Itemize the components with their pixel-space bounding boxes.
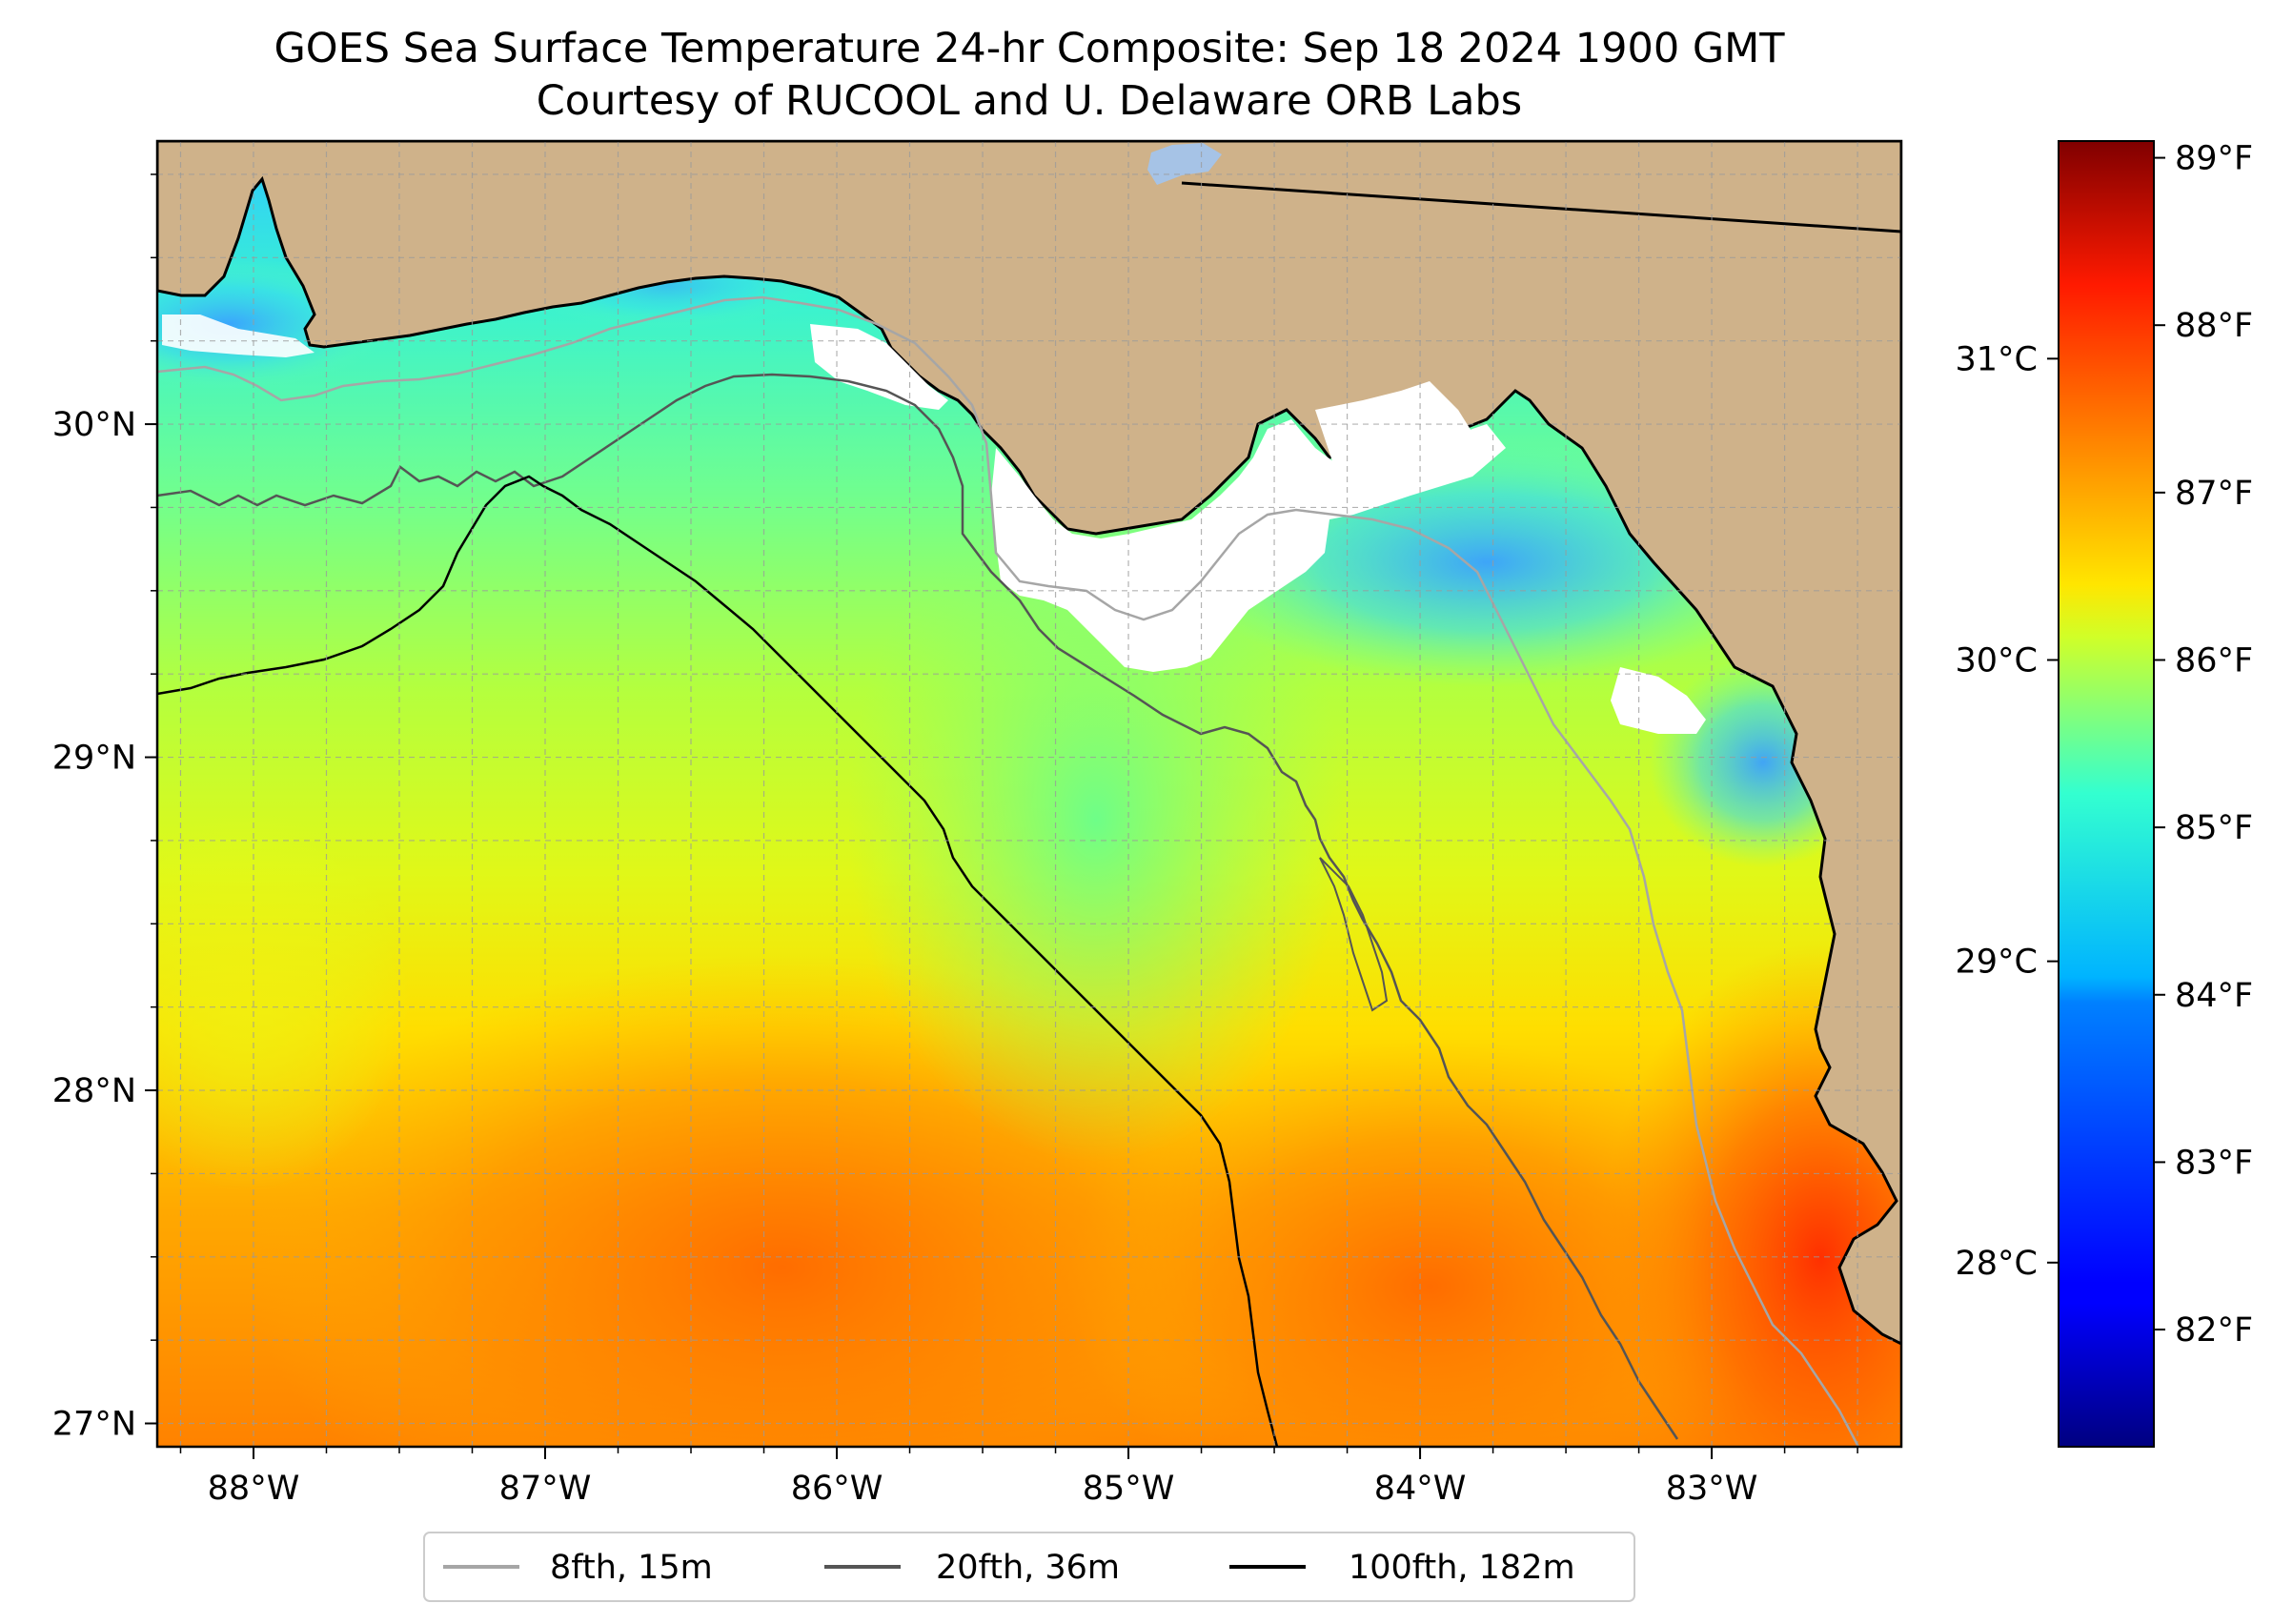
- colorbar: 82°F 83°F 84°F 85°F 86°F 87°F 88°F 89°F 28°C 29°C…: [1956, 140, 2254, 1448]
- colorbar-c-label: 28°C: [1956, 1245, 2038, 1283]
- no-data-westbay: [162, 315, 315, 357]
- no-data-bigbend: [991, 419, 1506, 672]
- colorbar-f-label: 86°F: [2175, 641, 2253, 680]
- lon-tick-label: 84°W: [1374, 1470, 1467, 1508]
- map-panel: [157, 141, 1901, 1447]
- no-data-panhandle: [810, 324, 948, 410]
- yellow-patch-west: [157, 810, 410, 1191]
- no-data-crystal: [1611, 667, 1706, 734]
- lat-tick-label: 29°N: [52, 740, 136, 778]
- land-mass: [157, 141, 1901, 1346]
- map-gridlines: [157, 141, 1901, 1447]
- colorbar-c-label: 31°C: [1956, 340, 2038, 378]
- colorbar-f-label: 89°F: [2175, 140, 2253, 178]
- lon-tick-label: 87°W: [499, 1470, 592, 1508]
- colorbar-gradient: [2058, 140, 2155, 1448]
- lat-tick-label: 30°N: [52, 406, 136, 444]
- lat-tick-label: 28°N: [52, 1072, 136, 1110]
- lon-tick-label: 85°W: [1083, 1470, 1175, 1508]
- colorbar-f-label: 85°F: [2175, 809, 2253, 847]
- map-title-line2: Courtesy of RUCOOL and U. Delaware ORB L…: [537, 77, 1522, 125]
- colorbar-f-label: 87°F: [2175, 475, 2253, 513]
- legend-label-8fth: 8fth, 15m: [550, 1549, 713, 1587]
- colorbar-c-label: 29°C: [1956, 944, 2038, 982]
- contour-20fth: [157, 373, 1679, 1440]
- colorbar-f-label: 82°F: [2175, 1311, 2253, 1350]
- contour-legend: 8fth, 15m 20fth, 36m 100fth, 182m: [423, 1532, 1635, 1602]
- legend-label-100fth: 100fth, 182m: [1349, 1549, 1575, 1587]
- map-title-line1: GOES Sea Surface Temperature 24-hr Compo…: [274, 25, 1785, 72]
- lat-tick-label: 27°N: [52, 1406, 136, 1444]
- contour-100fth: [157, 475, 1279, 1447]
- lon-tick-label: 83°W: [1666, 1470, 1758, 1508]
- colorbar-f-label: 88°F: [2175, 307, 2253, 345]
- map-axes: 88°W 87°W 86°W 85°W 84°W 83°W 30°N 29°N 28°N 27°N: [52, 173, 1858, 1508]
- legend-box: [423, 1532, 1635, 1602]
- green-tongue-center: [848, 477, 1344, 1163]
- state-border: [1181, 181, 1901, 233]
- colorbar-c-label: 30°C: [1956, 641, 2038, 680]
- lon-tick-label: 88°W: [208, 1470, 300, 1508]
- map-frame: [155, 139, 1903, 1449]
- warm-core-east: [1601, 944, 1901, 1447]
- colorbar-ticks: 82°F 83°F 84°F 85°F 86°F 87°F 88°F 89°F 28°C 29°C…: [1956, 140, 2254, 1350]
- contour-20fth-islands: [1319, 857, 1389, 1012]
- lon-tick-label: 86°W: [791, 1470, 883, 1508]
- contour-8fth: [157, 295, 1860, 1447]
- no-data-apalachee: [1315, 381, 1482, 477]
- legend-label-20fth: 20fth, 36m: [936, 1549, 1120, 1587]
- colorbar-f-label: 83°F: [2175, 1144, 2253, 1182]
- colorbar-f-label: 84°F: [2175, 977, 2253, 1015]
